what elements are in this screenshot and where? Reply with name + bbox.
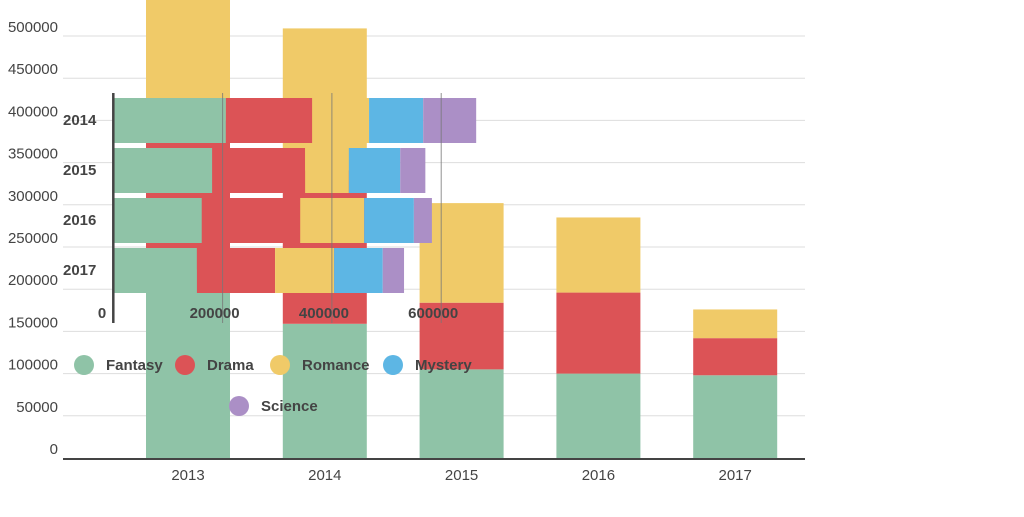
bar-romance-2017 [693,309,778,339]
legend-label-romance: Romance [302,357,370,374]
hbar-drama-2017 [196,248,276,293]
hbar-drama-2016 [201,198,301,243]
overlay-y-tick-label: 2017 [63,262,96,279]
overlay-x-tick-label: 600000 [408,305,458,322]
bar-drama-2015 [419,302,504,370]
legend-marker-fantasy [74,355,94,375]
hbar-science-2017 [382,248,405,293]
hbar-science-2015 [400,148,426,193]
legend-marker-mystery [383,355,403,375]
overlay-axis: 2014 2015 2016 2017 0 200000 400000 600000 [63,93,458,323]
y-tick-label: 450000 [8,61,58,78]
y-tick-label: 0 [50,441,58,458]
y-tick-label: 500000 [8,19,58,36]
hbar-romance-2015 [305,148,349,193]
hbar-romance-2014 [312,98,370,143]
hbar-fantasy-2015 [113,148,213,193]
legend-label-drama: Drama [207,357,254,374]
y-tick-label: 150000 [8,314,58,331]
overlay-x-tick-label: 0 [98,305,106,322]
hbar-mystery-2015 [348,148,401,193]
hbar-romance-2017 [275,248,335,293]
hbar-fantasy-2016 [113,198,202,243]
bar-romance-2015 [419,203,504,303]
legend-label-fantasy: Fantasy [106,357,163,374]
legend-label-science: Science [261,398,318,415]
bar-fantasy-2015 [419,369,504,458]
y-tick-label: 300000 [8,188,58,205]
y-tick-label: 100000 [8,357,58,374]
legend-marker-romance [270,355,290,375]
hbar-science-2014 [423,98,477,143]
x-tick-label: 2017 [719,467,752,484]
legend-marker-drama [175,355,195,375]
background-bars [146,0,778,458]
bar-romance-2016 [556,217,641,293]
hbar-drama-2014 [225,98,313,143]
bar-drama-2016 [556,292,641,374]
hbar-mystery-2016 [364,198,414,243]
bar-fantasy-2014 [282,323,367,458]
legend-marker-science [229,396,249,416]
y-tick-label: 200000 [8,272,58,289]
hbar-drama-2015 [212,148,306,193]
hbar-science-2016 [413,198,432,243]
bar-drama-2013 [146,120,230,270]
background-axis: 0 50000 100000 150000 200000 250000 300000 3500… [8,19,805,484]
hbar-mystery-2014 [369,98,424,143]
bar-drama-2017 [693,338,778,376]
hbar-fantasy-2014 [113,98,226,143]
x-tick-label: 2013 [171,467,204,484]
legend: Fantasy Drama Romance Mystery Science [74,355,472,416]
hbar-fantasy-2017 [113,248,197,293]
hbar-mystery-2017 [334,248,383,293]
legend-label-mystery: Mystery [415,357,472,374]
y-tick-label: 400000 [8,103,58,120]
bar-drama-2014 [282,170,367,324]
bar-fantasy-2016 [556,373,641,458]
overlay-y-tick-label: 2015 [63,162,96,179]
y-tick-label: 250000 [8,230,58,247]
overlay-x-tick-label: 200000 [190,305,240,322]
x-tick-label: 2016 [582,467,615,484]
overlay-x-tick-label: 400000 [299,305,349,322]
y-tick-label: 50000 [16,399,58,416]
overlay-y-tick-label: 2016 [63,212,96,229]
bar-fantasy-2017 [693,375,778,458]
x-tick-label: 2014 [308,467,341,484]
x-tick-label: 2015 [445,467,478,484]
y-tick-label: 350000 [8,146,58,163]
overlay-y-tick-label: 2014 [63,112,97,129]
